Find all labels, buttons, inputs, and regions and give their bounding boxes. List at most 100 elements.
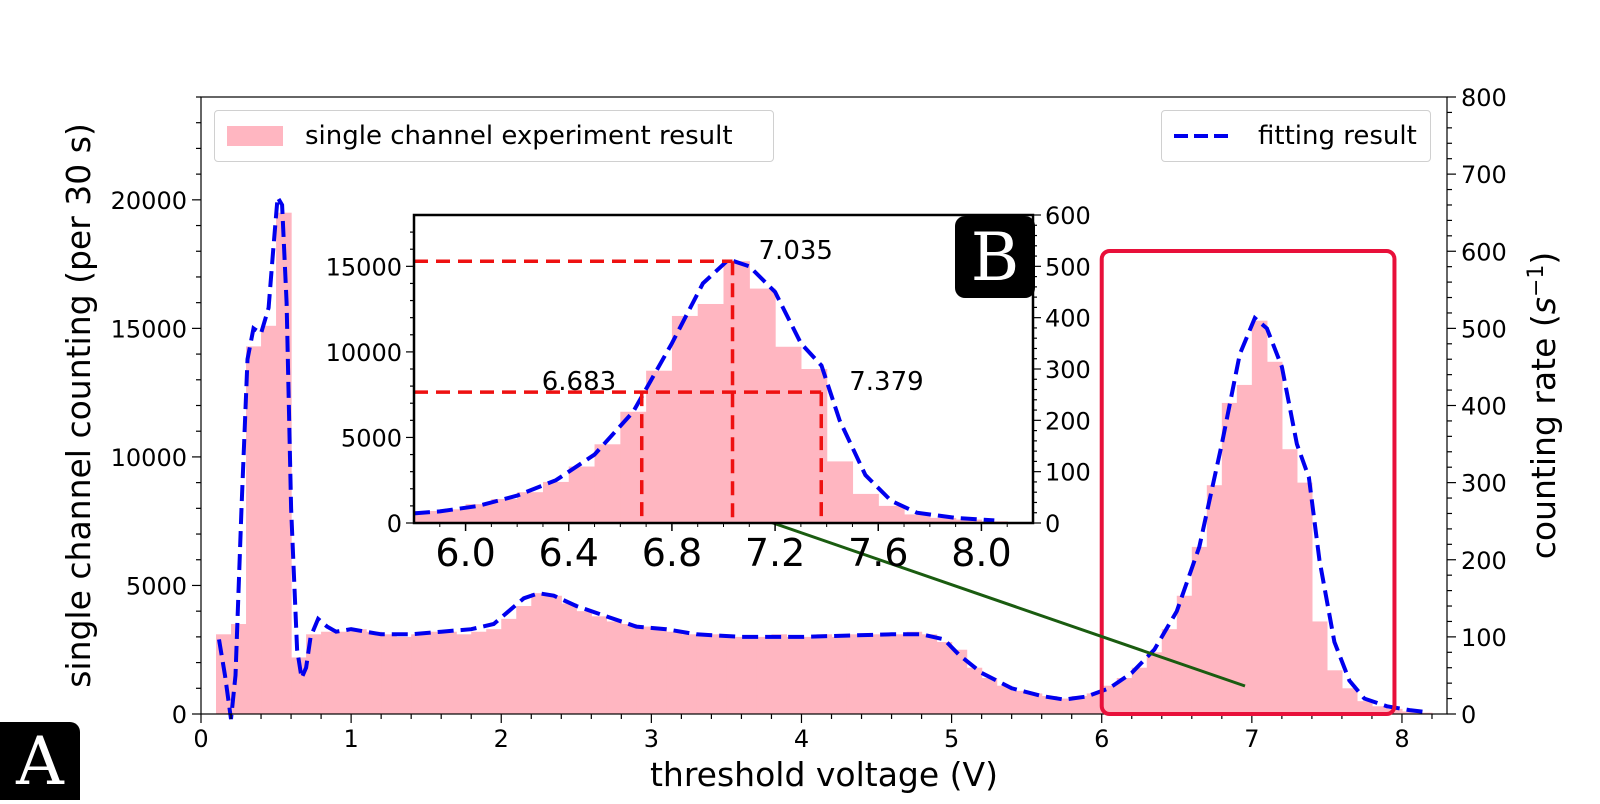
inset-bar [697, 303, 725, 523]
inset-x-tick-label: 7.6 [848, 531, 908, 575]
main-bar [786, 636, 803, 714]
main-bar [1176, 595, 1193, 714]
legend-fit-swatch [1174, 134, 1234, 138]
inset-y2-tick-label: 500 [1045, 253, 1091, 281]
main-bar [306, 634, 322, 714]
main-y-tick-label: 5000 [126, 572, 187, 600]
main-bar [1311, 621, 1328, 714]
annotation-half-right: 7.379 [849, 367, 923, 397]
main-y2-tick-label: 800 [1461, 84, 1507, 112]
main-bar [741, 636, 758, 714]
main-y-tick-label: 10000 [111, 444, 187, 472]
legend-fit: fitting result [1161, 110, 1431, 162]
main-bar [576, 611, 592, 714]
main-bar [1266, 361, 1283, 714]
main-y2-tick-label: 300 [1461, 470, 1507, 498]
inset-x-tick-label: 7.2 [745, 531, 805, 575]
inset-x-tick-label: 8.0 [951, 531, 1011, 575]
inset-connector-line [743, 511, 1246, 688]
main-bar [951, 649, 968, 714]
inset-y2-tick-label: 100 [1045, 459, 1091, 487]
inset-y-axis: 0 5000 10000 15000 [326, 231, 414, 538]
inset-x-axis: 6.0 6.4 6.8 7.2 7.6 8.0 [435, 523, 1012, 575]
main-bar [336, 631, 352, 714]
main-bar [261, 325, 277, 714]
main-bar [411, 634, 427, 714]
main-x-tick-label: 5 [944, 725, 959, 753]
main-x-tick-label: 3 [644, 725, 659, 753]
main-bar [996, 685, 1013, 714]
main-bar [756, 636, 773, 714]
inset-bar [878, 505, 905, 523]
legend-fit-label: fitting result [1258, 121, 1417, 151]
main-bar [1296, 482, 1313, 714]
main-bar [456, 634, 472, 714]
inset-bar [955, 519, 983, 523]
main-y-axis-label: single channel counting (per 30 s) [59, 123, 98, 688]
main-bar [1281, 449, 1298, 714]
main-bar [936, 642, 953, 714]
inset-bar [517, 492, 544, 523]
inset-histogram-bars [414, 261, 1034, 523]
main-bar [1191, 546, 1208, 714]
inset-fit-curve [413, 257, 995, 523]
inset-y2-tick-label: 200 [1045, 407, 1091, 435]
main-x-tick-label: 2 [494, 725, 509, 753]
main-x-tick-label: 0 [193, 725, 208, 753]
main-bar [771, 634, 788, 714]
main-bar [531, 593, 547, 714]
main-bar [846, 634, 863, 714]
main-bar [876, 634, 893, 714]
inset-x-tick-label: 6.4 [539, 531, 599, 575]
main-bar [666, 631, 682, 714]
main-bar [981, 678, 998, 714]
main-bar [801, 636, 818, 714]
main-bar [1206, 485, 1223, 714]
main-bar [426, 631, 442, 714]
main-fit-curve [217, 190, 1425, 720]
inset-y-tick-label: 0 [387, 510, 402, 538]
main-bar [651, 629, 667, 714]
inset-bar [439, 509, 467, 523]
main-bar [516, 606, 532, 714]
inset-bar [465, 504, 492, 523]
inset-bar [749, 288, 776, 523]
main-y2-axis: 0 100 200 300 400 500 600 700 800 [1447, 84, 1507, 729]
main-bar [1341, 688, 1358, 714]
inset-y2-tick-label: 400 [1045, 305, 1091, 333]
main-y2-tick-label: 600 [1461, 238, 1507, 266]
main-bar [711, 634, 728, 714]
main-x-axis-label: threshold voltage (V) [650, 755, 998, 794]
inset-bar [826, 461, 854, 523]
main-bar [546, 595, 562, 714]
inset-guide-lines [414, 259, 824, 523]
inset-bar [491, 499, 518, 523]
main-bar [351, 629, 367, 714]
main-bar [1041, 696, 1058, 714]
inset-bar [542, 481, 570, 523]
main-bar [921, 634, 938, 714]
main-bar [1131, 667, 1148, 714]
main-bar [891, 634, 908, 714]
main-bar [246, 346, 262, 714]
main-bar [1251, 320, 1268, 714]
main-bar [831, 636, 848, 714]
main-bar [1161, 629, 1178, 714]
inset-bar [904, 514, 931, 523]
main-bar [1416, 712, 1433, 714]
inset-bar [671, 315, 699, 523]
main-bar [1401, 711, 1418, 714]
main-y-tick-label: 20000 [111, 187, 187, 215]
main-bar [1011, 690, 1028, 714]
inset-bar [414, 511, 441, 523]
main-bar [1221, 402, 1238, 714]
main-y2-tick-label: 200 [1461, 547, 1507, 575]
main-bar [561, 603, 577, 714]
main-x-tick-label: 1 [343, 725, 358, 753]
peak-highlight-box [1099, 249, 1397, 716]
main-bar [321, 631, 337, 714]
main-bar [471, 631, 487, 714]
main-bar [1056, 698, 1073, 714]
inset-y2-tick-label: 300 [1045, 356, 1091, 384]
main-bar [606, 621, 622, 714]
